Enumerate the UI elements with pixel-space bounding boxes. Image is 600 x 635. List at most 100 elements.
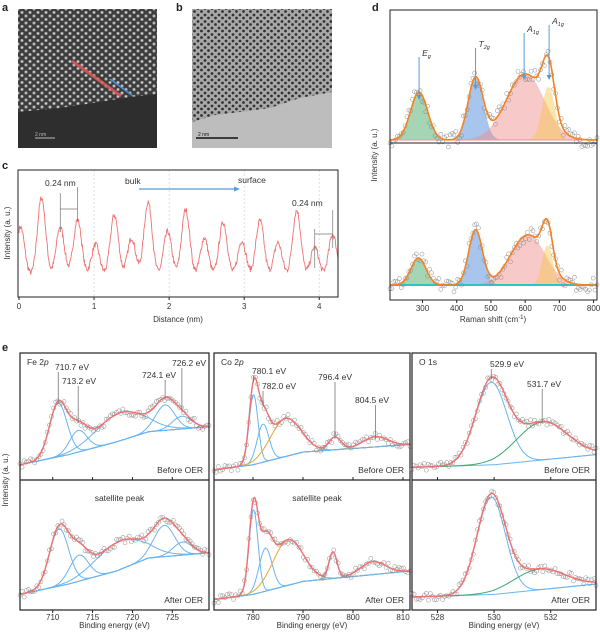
e-data-point xyxy=(385,560,391,566)
e-xtick-label: 725 xyxy=(166,613,180,622)
d-data-point xyxy=(438,287,444,292)
e-data-point xyxy=(342,442,347,448)
c-xlabel: Distance (nm) xyxy=(153,315,203,324)
e-xtick-label: 790 xyxy=(296,613,310,622)
e-data-point xyxy=(452,455,458,460)
e-data-point xyxy=(224,592,230,597)
e-data-point xyxy=(528,417,533,423)
e-data-point xyxy=(226,591,232,597)
line-profile-bulk xyxy=(71,59,122,98)
e-data-point xyxy=(57,525,63,531)
e-peak-label: 796.4 eV xyxy=(318,372,352,382)
e-data-point xyxy=(126,533,132,539)
e-data-point xyxy=(311,568,317,574)
e-data-point xyxy=(216,464,221,469)
e-data-point xyxy=(19,464,25,470)
e-data-point xyxy=(394,443,400,449)
d-data-point xyxy=(423,259,429,265)
d-mode-arrow-head xyxy=(521,75,527,80)
e-data-point xyxy=(171,518,176,523)
e-data-point xyxy=(401,565,406,571)
d-data-point xyxy=(528,68,534,74)
d-fit-line xyxy=(390,217,597,286)
e-data-point xyxy=(575,439,580,445)
d-data-point xyxy=(438,131,444,137)
d-data-point xyxy=(434,135,440,141)
e-data-point xyxy=(348,575,354,581)
d-data-point xyxy=(474,221,479,227)
d-mode-label-sub: 1g xyxy=(558,22,565,28)
e-data-point xyxy=(133,413,138,419)
c-surface-label: surface xyxy=(238,175,266,185)
e-panel-title: O 1s xyxy=(419,357,437,367)
e-data-point xyxy=(133,537,138,543)
e-data-point xyxy=(82,426,88,431)
e-ylabel: Intensity (a. u.) xyxy=(1,453,10,506)
d-data-point xyxy=(557,277,562,283)
e-data-point xyxy=(59,518,65,524)
e-plot-frame xyxy=(19,352,210,611)
d-data-point xyxy=(455,140,461,145)
panel-label-a: a xyxy=(2,2,9,14)
e-data-point xyxy=(440,597,445,602)
e-data-point xyxy=(285,541,291,546)
d-data-point xyxy=(453,284,459,290)
e-data-point xyxy=(166,395,172,401)
e-data-point xyxy=(290,421,295,427)
e-data-point xyxy=(558,424,564,429)
e-data-point xyxy=(546,417,552,422)
d-data-point xyxy=(494,108,500,113)
e-data-point xyxy=(355,567,361,573)
e-satellite-label: satellite peak xyxy=(95,493,145,503)
e-data-point xyxy=(396,444,402,450)
e-data-point xyxy=(544,422,550,428)
e-condition-label: Before OER xyxy=(358,465,404,475)
e-data-point xyxy=(331,431,337,436)
e-data-point xyxy=(314,447,319,453)
e-data-point xyxy=(428,463,433,468)
e-fit-component xyxy=(412,568,596,598)
d-data-point xyxy=(429,270,434,276)
e-xlabel: Binding energy (eV) xyxy=(469,621,540,630)
e-fit-component xyxy=(412,496,597,598)
d-data-point xyxy=(508,259,513,265)
c-spacing-left: 0.24 nm xyxy=(45,178,76,188)
d-data-point xyxy=(590,275,596,281)
d-data-point xyxy=(397,276,402,281)
e-plot-frame xyxy=(411,352,597,611)
e-xtick-label: 780 xyxy=(246,613,260,622)
c-intensity-line xyxy=(18,196,339,275)
scale-bar-label-b: 2 nm xyxy=(198,132,209,138)
d-mode-label-main: A xyxy=(551,16,558,26)
e-data-point xyxy=(131,413,136,418)
d-data-point xyxy=(566,127,572,132)
d-mode-arrow-head xyxy=(473,85,479,90)
d-fit-line xyxy=(389,54,598,141)
e-xtick-label: 800 xyxy=(346,613,360,622)
d-data-point xyxy=(436,276,442,281)
e-data-point xyxy=(192,544,197,550)
d-data-point xyxy=(459,133,464,139)
e-data-point xyxy=(426,597,431,603)
e-data-point xyxy=(366,439,371,445)
e-data-point xyxy=(192,415,197,421)
panel-label-c: c xyxy=(2,160,8,172)
e-data-point xyxy=(353,439,358,445)
e-data-point xyxy=(571,578,576,584)
e-data-point xyxy=(122,540,128,546)
e-data-point xyxy=(361,566,367,572)
e-data-point xyxy=(292,540,297,546)
c-bulk-label: bulk xyxy=(125,176,141,186)
e-data-point xyxy=(261,526,267,532)
d-data-point xyxy=(414,251,419,257)
d-data-point xyxy=(476,225,481,231)
d-mode-arrow-head xyxy=(416,95,422,100)
e-data-point xyxy=(279,541,284,546)
e-data-point xyxy=(296,544,302,550)
e-data-point xyxy=(129,539,134,545)
e-panel-title-main: Co 2 xyxy=(221,357,239,367)
d-data-point xyxy=(560,133,566,138)
c-xtick-label: 0 xyxy=(17,302,22,311)
d-xlabel-end: ) xyxy=(523,315,526,324)
